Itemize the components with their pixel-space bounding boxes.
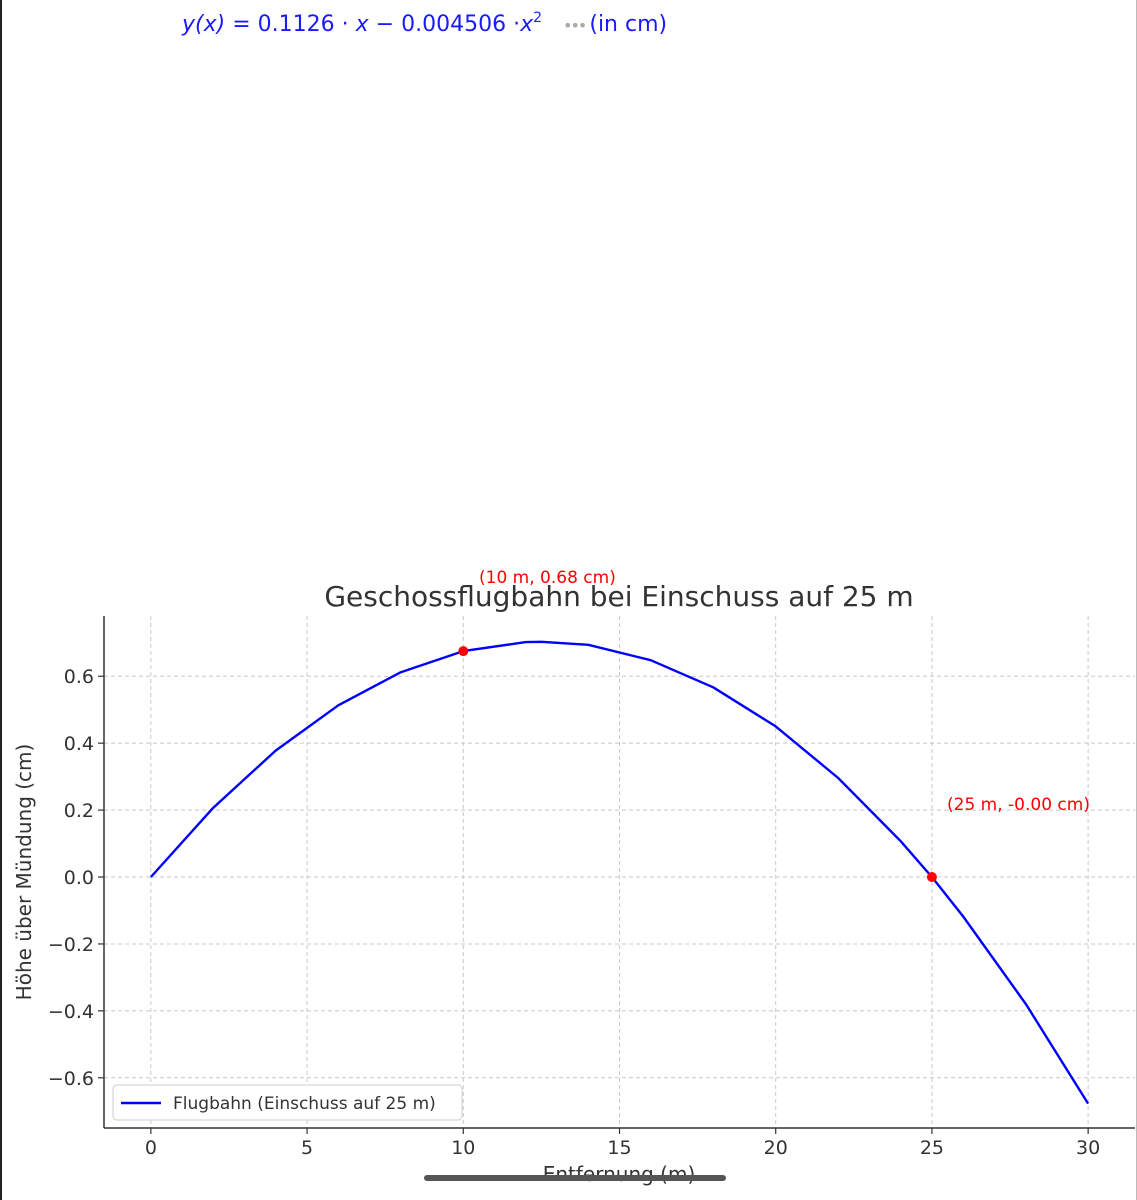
drag-handle-icon[interactable]: ••• <box>563 16 587 35</box>
x-tick-label: 30 <box>1076 1137 1100 1159</box>
formula-lhs: y(x) <box>182 12 226 37</box>
y-axis-label: Höhe über Mündung (cm) <box>12 744 36 1001</box>
y-tick-label: −0.6 <box>48 1068 94 1090</box>
data-label-10m: (10 m, 0.68 cm) <box>479 568 616 588</box>
formula-minus: − <box>375 12 395 37</box>
data-label-25m: (25 m, -0.00 cm) <box>947 795 1090 815</box>
data-point-25m <box>926 872 937 883</box>
x-tick-label: 0 <box>145 1137 157 1159</box>
y-tick-label: −0.4 <box>48 1001 94 1023</box>
formula-x-1: x <box>355 12 369 37</box>
x-tick-label: 5 <box>301 1137 313 1159</box>
formula-unit: (in cm) <box>589 12 668 37</box>
formula-dot-1: · <box>341 12 349 37</box>
trajectory-formula: y(x) = 0.1126 · x − 0.004506 ·x2 ••• (in … <box>182 10 667 37</box>
x-tick-label: 20 <box>764 1137 788 1159</box>
x-tick-label: 15 <box>607 1137 631 1159</box>
x-tick-label: 10 <box>451 1137 475 1159</box>
formula-dot-2: · <box>513 12 521 37</box>
y-tick-label: 0.2 <box>64 800 94 822</box>
formula-equals: = <box>232 12 251 37</box>
formula-x-2: x <box>520 12 534 37</box>
legend-label: Flugbahn (Einschuss auf 25 m) <box>173 1094 436 1114</box>
data-point-10m <box>458 646 469 657</box>
formula-exponent: 2 <box>533 10 543 26</box>
home-indicator-bar[interactable] <box>424 1175 726 1181</box>
y-tick-label: 0.4 <box>64 733 94 755</box>
chart-title: Geschossflugbahn bei Einschuss auf 25 m <box>324 580 913 613</box>
y-tick-label: −0.2 <box>48 934 94 956</box>
formula-coefficient-1: 0.1126 <box>257 12 335 37</box>
legend-box <box>112 1084 463 1121</box>
x-tick-label: 25 <box>920 1137 944 1159</box>
window-left-edge <box>0 0 2 1200</box>
formula-coefficient-2: 0.004506 <box>401 12 507 37</box>
series-line-flugbahn <box>150 640 1090 1105</box>
y-tick-label: 0.6 <box>64 666 94 688</box>
x-axis-label: Entfernung (m) <box>543 1162 696 1186</box>
y-tick-label: 0.0 <box>64 867 94 889</box>
